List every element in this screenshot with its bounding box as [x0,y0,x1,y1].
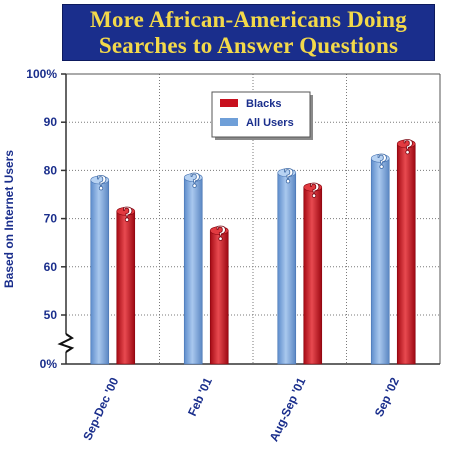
y-tick-label: 0% [40,357,58,371]
bar-cap [303,182,323,192]
bar-blacks [116,211,136,365]
bar-cap [396,139,416,149]
chart-title-line-2: Searches to Answer Questions [98,32,399,58]
question-mark-icon: ? [96,170,107,195]
bar-cap [90,175,110,185]
bar-cap [370,154,390,163]
category-label: Aug-Sep '01 [267,375,309,444]
category-label: Feb '01 [185,375,215,418]
y-tick-label: 60 [44,260,58,274]
axis-break-mark [57,333,75,353]
y-tick-label: 80 [44,163,58,177]
question-mark-icon: ? [216,221,227,246]
question-mark-icon: ? [309,177,320,202]
bar-cap [209,226,229,235]
question-mark-icon: ? [377,148,388,173]
bar-blacks [396,143,416,365]
bar-all-users [90,179,110,365]
bar-cap [116,207,136,216]
bar-all-users [183,177,203,365]
question-mark-icon: ? [190,168,201,193]
y-tick-label: 50 [44,308,58,322]
legend-label: Blacks [246,98,281,110]
y-tick-label: 70 [44,212,58,226]
category-label: Sep-Dec '00 [80,375,121,442]
bar-cap [183,173,203,182]
bar-blacks [303,186,323,365]
legend-swatch-blacks [220,99,238,107]
legend-swatch-all-users [220,118,238,126]
legend-label: All Users [246,117,294,129]
bar-all-users [277,172,297,365]
category-label: Sep '02 [372,375,402,419]
question-mark-icon: ? [283,163,294,188]
bar-blacks [209,230,229,365]
question-mark-icon: ? [122,201,133,226]
bar-all-users [370,158,390,365]
question-mark-icon: ? [403,134,414,159]
chart-title-line-1: More African-Americans Doing [90,6,407,32]
y-axis-title: Based on Internet Users [2,150,16,288]
y-tick-label: 100% [26,67,57,81]
y-tick-label: 90 [44,115,58,129]
bar-cap [277,168,297,178]
chart-title: More African-Americans Doing Searches to… [62,4,435,61]
